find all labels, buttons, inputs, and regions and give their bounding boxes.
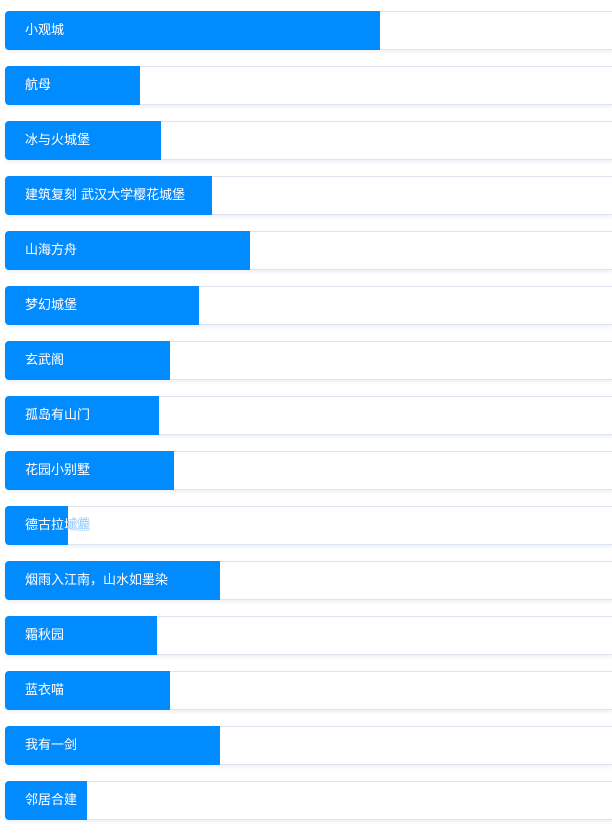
progress-fill: [5, 561, 220, 600]
option-label: 玄武阁: [25, 353, 65, 368]
option-label: 冰与火城堡: [25, 133, 91, 148]
progress-fill: [5, 121, 161, 160]
vote-option[interactable]: 烟雨入江南，山水如墨染: [5, 561, 612, 600]
vote-option[interactable]: 山海方舟: [5, 231, 612, 270]
vote-list: 小观城航母冰与火城堡建筑复刻 武汉大学樱花城堡 山海方舟梦幻城堡玄武阁孤岛有山门花…: [5, 11, 612, 836]
vote-option[interactable]: 梦幻城堡: [5, 286, 612, 325]
option-label: 邻居合建: [25, 793, 78, 808]
vote-option[interactable]: 霜秋园: [5, 616, 612, 655]
progress-fill: [5, 451, 174, 490]
vote-option[interactable]: 邻居合建: [5, 781, 612, 820]
progress-fill: [5, 341, 171, 380]
option-label: 我有一剑: [25, 738, 78, 753]
progress-fill: [5, 781, 87, 820]
vote-option[interactable]: 冰与火城堡: [5, 121, 612, 160]
vote-option[interactable]: 蓝衣喵: [5, 671, 612, 710]
vote-option[interactable]: 德古拉城堡: [5, 506, 612, 545]
vote-option[interactable]: 我有一剑: [5, 726, 612, 765]
progress-fill: [5, 66, 140, 105]
option-label: 航母: [25, 78, 52, 93]
option-label: 德古拉城堡: [25, 518, 91, 533]
option-label: 小观城: [25, 23, 65, 38]
vote-option[interactable]: 孤岛有山门: [5, 396, 612, 435]
vote-option[interactable]: 小观城: [5, 11, 612, 50]
option-label: 花园小别墅: [25, 463, 91, 478]
vote-option[interactable]: 航母: [5, 66, 612, 105]
progress-fill: [5, 396, 160, 435]
vote-option[interactable]: 花园小别墅: [5, 451, 612, 490]
progress-fill: [5, 286, 200, 325]
option-label: 蓝衣喵: [25, 683, 65, 698]
progress-fill: [5, 616, 157, 655]
progress-fill: [5, 231, 251, 270]
option-label: 烟雨入江南，山水如墨染: [25, 573, 169, 588]
vote-option[interactable]: 玄武阁: [5, 341, 612, 380]
progress-fill: [5, 176, 212, 215]
vote-option[interactable]: 建筑复刻 武汉大学樱花城堡: [5, 176, 612, 215]
progress-fill: [5, 726, 220, 765]
option-label: 建筑复刻 武汉大学樱花城堡: [25, 188, 186, 203]
option-label: 山海方舟: [25, 243, 78, 258]
option-label: 梦幻城堡: [25, 298, 78, 313]
option-label: 霜秋园: [25, 628, 65, 643]
progress-fill: [5, 671, 171, 710]
progress-fill: [5, 11, 381, 50]
option-label: 孤岛有山门: [25, 408, 91, 423]
progress-fill: [5, 506, 69, 545]
